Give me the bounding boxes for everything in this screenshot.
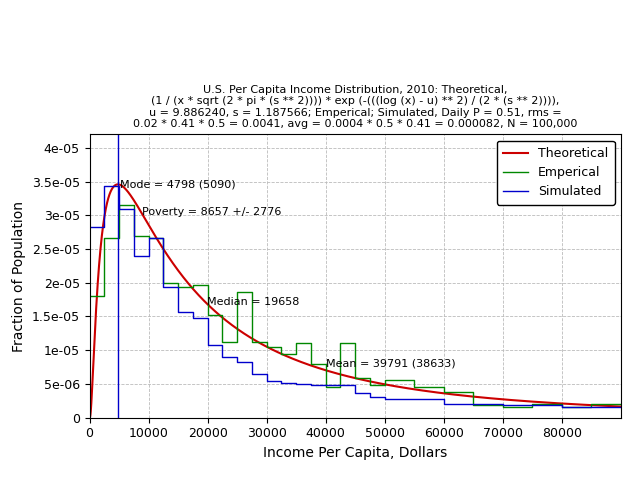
Theoretical	[589, 402, 596, 408]
Simulated	[248, 360, 256, 365]
Emperical	[115, 203, 123, 208]
X-axis label: Income Per Capita, Dollars: Income Per Capita, Dollars	[263, 446, 447, 460]
Text: Mode = 4798 (5090): Mode = 4798 (5090)	[120, 180, 236, 190]
Emperical	[366, 376, 374, 382]
Theoretical	[617, 404, 625, 409]
Simulated	[558, 405, 566, 410]
Simulated	[100, 183, 108, 189]
Emperical	[351, 340, 359, 346]
Line: Simulated: Simulated	[90, 186, 621, 408]
Theoretical	[346, 374, 353, 380]
Text: Mean = 39791 (38633): Mean = 39791 (38633)	[326, 359, 456, 369]
Emperical	[322, 384, 330, 390]
Simulated	[351, 383, 359, 388]
Theoretical	[88, 382, 96, 388]
Theoretical	[108, 186, 116, 192]
Theoretical	[118, 183, 125, 189]
Text: Poverty = 8657 +/- 2776: Poverty = 8657 +/- 2776	[143, 207, 282, 217]
Simulated	[440, 396, 447, 402]
Theoretical	[190, 287, 198, 293]
Line: Emperical: Emperical	[90, 205, 621, 408]
Emperical	[499, 405, 507, 410]
Simulated	[617, 405, 625, 410]
Emperical	[100, 293, 108, 299]
Text: Median = 19658: Median = 19658	[207, 297, 300, 307]
Theoretical	[86, 415, 93, 420]
Emperical	[86, 293, 93, 299]
Simulated	[322, 383, 330, 388]
Emperical	[248, 288, 256, 294]
Theoretical	[114, 181, 122, 187]
Emperical	[617, 401, 625, 407]
Simulated	[100, 224, 108, 229]
Y-axis label: Fraction of Population: Fraction of Population	[12, 201, 26, 351]
Simulated	[86, 224, 93, 229]
Line: Theoretical: Theoretical	[90, 184, 621, 418]
Simulated	[366, 390, 374, 396]
Title: U.S. Per Capita Income Distribution, 2010: Theoretical,
(1 / (x * sqrt (2 * pi *: U.S. Per Capita Income Distribution, 201…	[133, 84, 577, 130]
Emperical	[440, 384, 447, 390]
Legend: Theoretical, Emperical, Simulated: Theoretical, Emperical, Simulated	[497, 141, 614, 204]
